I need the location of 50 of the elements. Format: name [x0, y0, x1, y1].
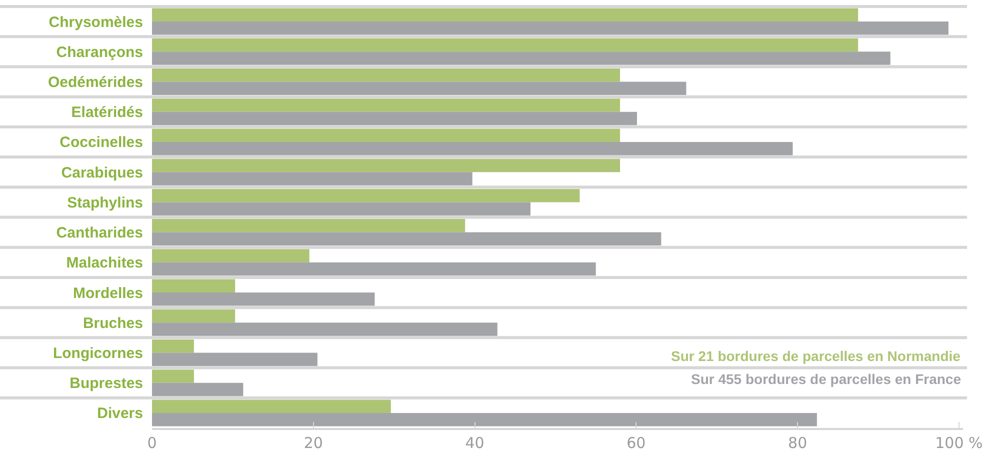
- text: Sur 21 bordures de parcelles en Normandie: [671, 348, 961, 364]
- bar: [152, 158, 620, 172]
- bar: [152, 232, 662, 246]
- bar: [152, 249, 310, 262]
- bar: [152, 38, 858, 52]
- bar: [152, 412, 817, 426]
- y-tick-label: Elatéridés: [71, 104, 143, 122]
- x-tick-label: 80: [788, 434, 808, 452]
- y-tick-label: Mordelles: [72, 284, 143, 302]
- bar: [152, 172, 472, 186]
- y-tick-label: Carabiques: [61, 164, 143, 182]
- x-tick-label: 20: [304, 434, 323, 452]
- bar: [152, 382, 244, 396]
- bar: [152, 52, 890, 65]
- x-tick-label: 40: [465, 434, 484, 452]
- y-tick-label: Divers: [97, 405, 143, 422]
- bar: [152, 400, 391, 413]
- bar: [152, 82, 686, 96]
- y-tick-label: Coccinelles: [60, 134, 143, 152]
- y-tick-label: Staphylins: [67, 194, 143, 212]
- bar: [152, 128, 620, 142]
- bar: [152, 339, 194, 353]
- bar: [152, 202, 530, 216]
- bar: [152, 142, 793, 156]
- bar: [152, 279, 236, 293]
- y-tick-label: Chrysomèles: [48, 14, 143, 31]
- x-tick-label: 60: [626, 434, 646, 452]
- bar: [152, 370, 194, 383]
- bar: [152, 292, 375, 306]
- bar: [152, 322, 498, 336]
- bar: [152, 98, 620, 112]
- bar: [152, 22, 948, 35]
- y-tick-label: Oedémérides: [48, 74, 143, 92]
- bar: [152, 309, 236, 323]
- y-tick-label: Longicornes: [52, 344, 143, 362]
- x-tick-label: 0: [147, 434, 157, 452]
- y-tick-label: Charançons: [56, 44, 143, 61]
- bar: [152, 262, 596, 276]
- bar: [152, 8, 858, 22]
- bar: [152, 219, 466, 232]
- y-tick-label: Buprestes: [70, 375, 143, 392]
- bar: [152, 188, 580, 202]
- y-tick-label: Malachites: [66, 254, 143, 272]
- y-tick-label: Cantharides: [56, 224, 143, 242]
- series-label: Sur 455 bordures de parcelles en France: [691, 371, 962, 387]
- y-tick-label: Bruches: [82, 314, 143, 332]
- bar: [152, 68, 620, 82]
- bar: [152, 352, 318, 366]
- bar: [152, 112, 637, 126]
- x-tick-label: 100 %: [935, 434, 983, 452]
